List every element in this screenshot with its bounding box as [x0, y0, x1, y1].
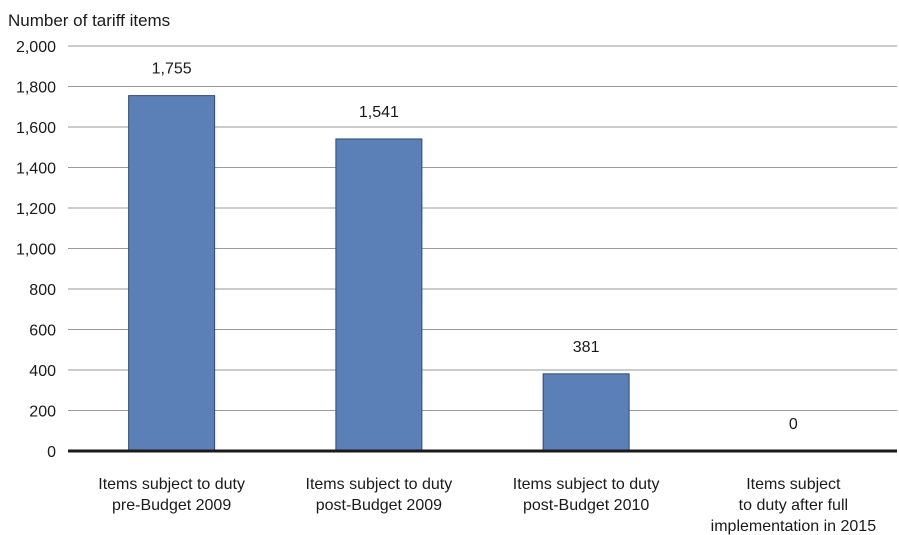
y-tick-label: 1,400 — [16, 161, 56, 178]
y-tick-label: 1,200 — [16, 201, 56, 218]
y-tick-label: 200 — [29, 404, 56, 421]
data-labels: 1,755 1,541 381 0 — [152, 61, 798, 433]
data-label: 381 — [573, 339, 600, 356]
bar — [335, 138, 423, 452]
x-tick-label: Items subject to duty — [306, 476, 453, 493]
y-tick-label: 2,000 — [16, 39, 56, 56]
y-tick-label: 800 — [29, 282, 56, 299]
y-tick-label: 400 — [29, 363, 56, 380]
x-tick-label: post-Budget 2009 — [316, 497, 442, 514]
y-tick-label: 600 — [29, 323, 56, 340]
x-tick-label: post-Budget 2010 — [523, 497, 649, 514]
x-tick-label: Items subject to duty — [513, 476, 660, 493]
data-label: 0 — [789, 416, 798, 433]
y-tick-label: 1,800 — [16, 80, 56, 97]
data-label: 1,541 — [359, 104, 399, 121]
y-tick-label: 0 — [47, 444, 56, 461]
x-tick-label: to duty after full — [739, 497, 848, 514]
y-axis-label: Number of tariff items — [8, 11, 170, 30]
data-label: 1,755 — [152, 61, 192, 78]
x-tick-labels: Items subject to duty pre-Budget 2009 Item… — [98, 476, 876, 535]
x-tick-label: Items subject — [746, 476, 841, 493]
y-tick-labels: 0 200 400 600 800 1,000 1,200 1,400 1,600 1,800 2,… — [16, 39, 56, 461]
bars — [128, 95, 630, 452]
bar — [128, 95, 216, 452]
x-tick-label: Items subject to duty — [98, 476, 245, 493]
x-tick-label: implementation in 2015 — [711, 518, 877, 535]
x-tick-label: pre-Budget 2009 — [112, 497, 231, 514]
bar — [542, 373, 630, 452]
y-tick-label: 1,000 — [16, 242, 56, 259]
y-tick-label: 1,600 — [16, 120, 56, 137]
